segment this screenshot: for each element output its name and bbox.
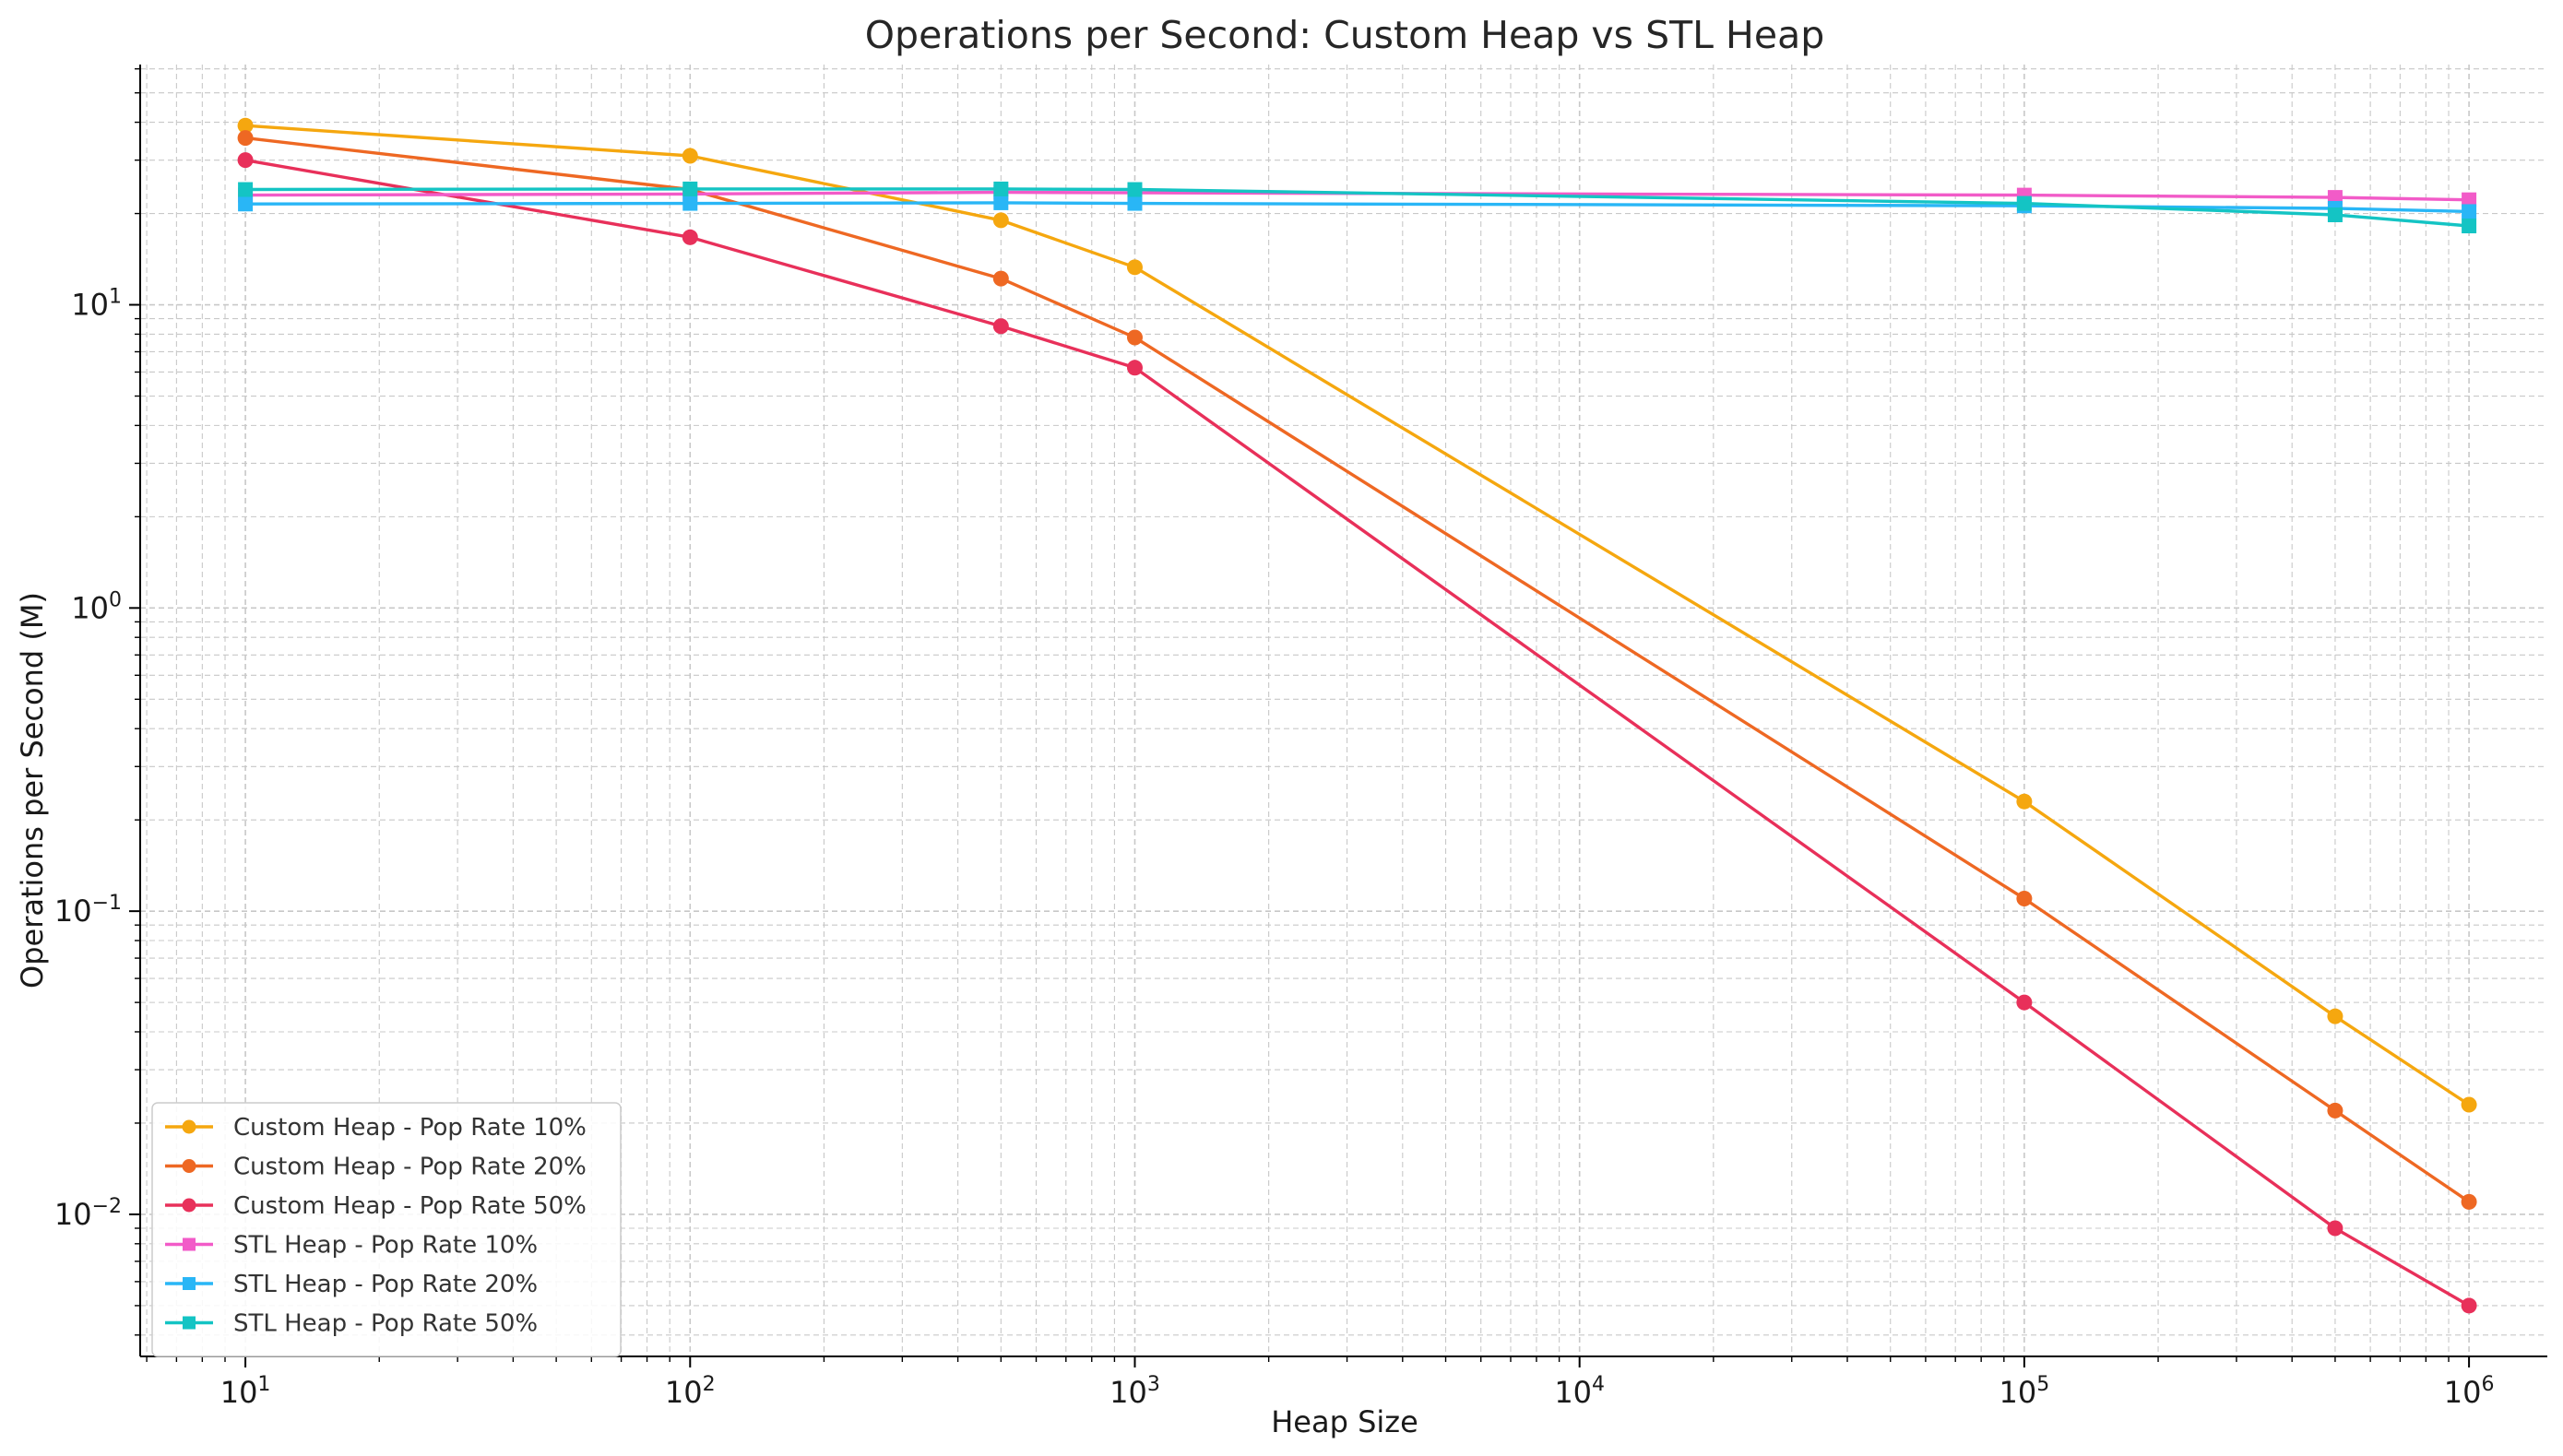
data-point — [2327, 1008, 2343, 1024]
legend-item: STL Heap - Pop Rate 20% — [165, 1271, 538, 1298]
legend-item: Custom Heap - Pop Rate 20% — [165, 1154, 587, 1181]
x-axis-label: Heap Size — [1271, 1404, 1418, 1439]
y-axis-ticks: 10−2 10−1 100 101 — [54, 67, 140, 1336]
legend-item: Custom Heap - Pop Rate 50% — [165, 1192, 587, 1220]
data-point — [2016, 994, 2033, 1011]
legend-label: Custom Heap - Pop Rate 20% — [233, 1154, 587, 1181]
data-point — [682, 181, 698, 196]
legend-marker — [182, 1198, 196, 1213]
data-point — [2461, 1193, 2477, 1210]
data-point — [1126, 259, 1143, 276]
data-point — [237, 152, 254, 169]
data-point — [2016, 793, 2033, 810]
data-point — [1127, 195, 1143, 211]
data-point — [2327, 1102, 2343, 1119]
data-point — [992, 270, 1009, 287]
data-point — [2327, 1220, 2343, 1237]
data-point — [1127, 182, 1143, 197]
data-point — [682, 195, 698, 211]
data-point — [682, 148, 698, 164]
data-point — [1126, 360, 1143, 376]
legend-marker — [183, 1277, 196, 1290]
data-point — [2462, 204, 2477, 219]
x-tick-label: 101 — [220, 1373, 271, 1410]
series-6 — [238, 181, 2477, 234]
y-tick-label: 101 — [71, 286, 122, 323]
legend: Custom Heap - Pop Rate 10% Custom Heap - … — [151, 1102, 622, 1357]
legend-item: Custom Heap - Pop Rate 10% — [165, 1114, 587, 1142]
legend-label: STL Heap - Pop Rate 50% — [233, 1310, 538, 1338]
x-tick-label: 103 — [1109, 1373, 1160, 1410]
x-tick-label: 104 — [1554, 1373, 1605, 1410]
data-point — [992, 212, 1009, 229]
data-point — [993, 181, 1009, 196]
legend-label: Custom Heap - Pop Rate 50% — [233, 1192, 587, 1220]
x-axis-ticks: 101 102 103 104 105 106 — [146, 1356, 2495, 1410]
legend-label: Custom Heap - Pop Rate 10% — [233, 1114, 587, 1142]
legend-box — [151, 1102, 622, 1357]
x-tick-label: 102 — [665, 1373, 716, 1410]
legend-item: STL Heap - Pop Rate 50% — [165, 1310, 538, 1338]
y-axis-label: Operations per Second (M) — [15, 592, 50, 988]
data-point — [993, 195, 1009, 210]
data-point — [238, 182, 254, 197]
data-point — [237, 117, 254, 134]
data-point — [2462, 219, 2477, 234]
legend-marker — [182, 1119, 196, 1134]
chart-title: Operations per Second: Custom Heap vs ST… — [865, 13, 1824, 57]
legend-label: STL Heap - Pop Rate 10% — [233, 1232, 538, 1260]
legend-marker — [182, 1159, 196, 1173]
legend-marker — [183, 1237, 196, 1251]
x-tick-label: 105 — [1999, 1373, 2050, 1410]
legend-marker — [183, 1316, 196, 1330]
legend-label: STL Heap - Pop Rate 20% — [233, 1271, 538, 1298]
data-point — [2327, 207, 2343, 222]
legend-item: STL Heap - Pop Rate 10% — [165, 1232, 538, 1260]
y-tick-label: 100 — [71, 588, 122, 625]
data-point — [1126, 329, 1143, 346]
x-tick-label: 106 — [2444, 1373, 2495, 1410]
data-point — [2461, 1096, 2477, 1113]
data-point — [992, 318, 1009, 335]
data-point — [2461, 1297, 2477, 1314]
series-1 — [237, 117, 2477, 1113]
y-tick-label: 10−2 — [54, 1195, 122, 1232]
data-point — [2462, 192, 2477, 207]
series-3 — [237, 152, 2477, 1314]
y-tick-label: 10−1 — [54, 892, 122, 929]
data-point — [2016, 891, 2033, 907]
grid — [140, 65, 2547, 1356]
series-layer — [237, 117, 2477, 1314]
data-point — [2016, 195, 2032, 211]
data-point — [238, 196, 254, 212]
data-point — [682, 229, 698, 245]
data-point — [237, 130, 254, 147]
